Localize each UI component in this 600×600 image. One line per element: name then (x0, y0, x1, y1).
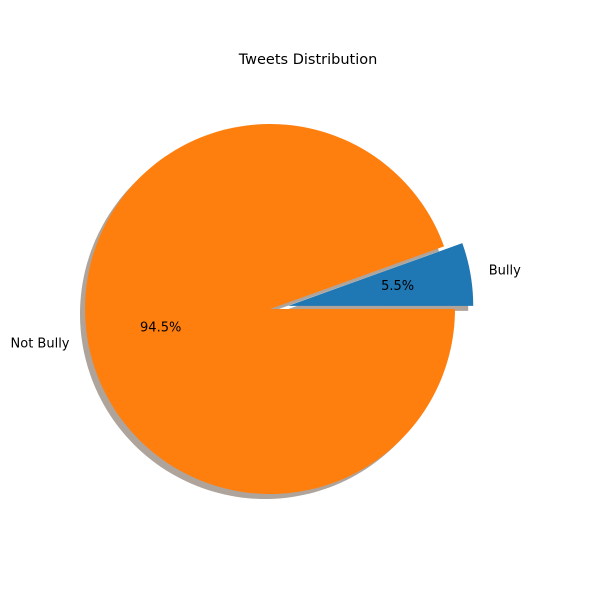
pie-slice-not-bully (85, 124, 455, 495)
chart-title: Tweets Distribution (238, 52, 378, 68)
pie-slice-layer (85, 124, 474, 495)
pie-label-layer: Bully 5.5% Not Bully 94.5% (11, 263, 522, 351)
slice-percent-not-bully: 94.5% (140, 321, 181, 336)
slice-label-not-bully: Not Bully (11, 337, 70, 352)
pie-slice-bully (288, 243, 474, 306)
slice-percent-bully: 5.5% (381, 279, 414, 294)
slice-label-bully: Bully (489, 263, 521, 278)
